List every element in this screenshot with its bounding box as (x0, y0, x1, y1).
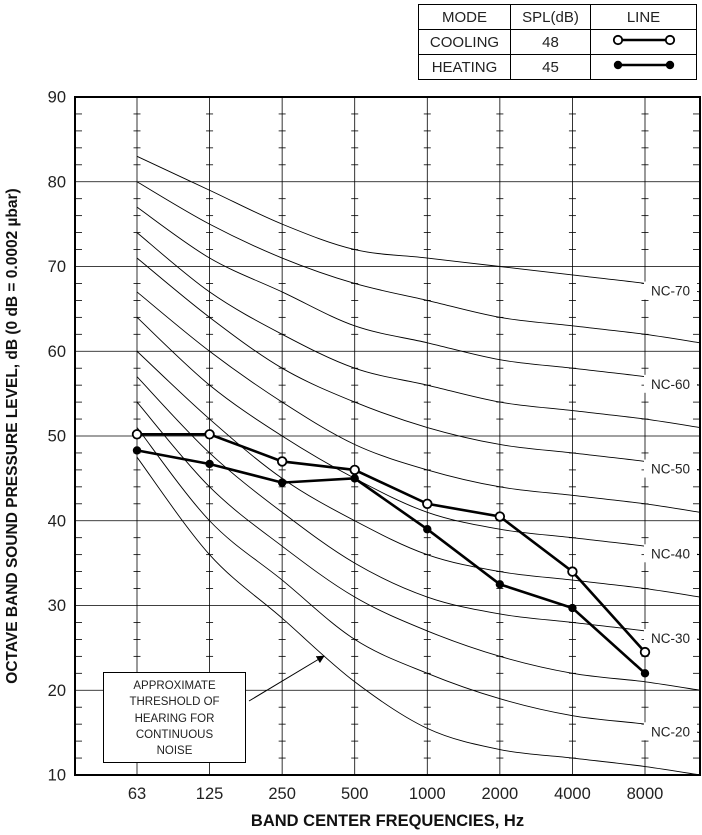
plot-border (74, 96, 701, 776)
minor-ticks (75, 113, 700, 759)
svg-text:90: 90 (48, 89, 66, 107)
x-tick-labels: 63 125 250 500 1000 2000 4000 8000 (128, 785, 664, 803)
x-axis-title: BAND CENTER FREQUENCIES, Hz (251, 812, 524, 830)
series-line-heating (136, 449, 646, 675)
nc-label-bg (644, 459, 697, 478)
nc-label-bg (644, 629, 697, 648)
nc-curve-NC-30 (136, 376, 701, 640)
legend-header-row: MODE SPL(dB) LINE (418, 4, 697, 30)
nc-curve-THRESHOLD (136, 456, 701, 776)
svg-text:20: 20 (48, 682, 66, 700)
series-markers-cooling (131, 429, 651, 658)
legend-row-heating: HEATING 45 (418, 54, 697, 80)
cooling-line-symbol (612, 34, 675, 46)
nc-curve-NC-40 (136, 317, 701, 556)
legend-heating-spl: 45 (510, 54, 591, 80)
legend-table: MODE SPL(dB) LINE COOLING 48 HEATING (418, 4, 697, 80)
nc-curve-NC-45 (136, 291, 701, 513)
svg-text:30: 30 (48, 597, 66, 615)
nc-label-bg (644, 374, 697, 393)
annotation-line: CONTINUOUS (135, 728, 214, 741)
nc-curve-NC-25 (136, 401, 701, 691)
nc-label-NC-50: NC-50 (651, 462, 690, 477)
nc-label-bg (644, 544, 697, 563)
svg-text:40: 40 (48, 512, 66, 530)
legend-cooling-line-cell (590, 29, 697, 55)
annotation-arrow (248, 655, 325, 702)
legend-cooling-mode: COOLING (418, 29, 511, 55)
svg-text:50: 50 (48, 428, 66, 446)
svg-text:80: 80 (48, 173, 66, 191)
series-line-cooling (137, 433, 646, 653)
nc-curve-NC-55 (136, 232, 701, 428)
svg-text:4000: 4000 (554, 785, 591, 803)
nc-curve-NC-20 (136, 427, 701, 734)
nc-curve-NC-35 (136, 350, 701, 598)
svg-text:250: 250 (268, 785, 296, 803)
annotation-line: HEARING FOR (134, 712, 215, 725)
legend-heating-mode: HEATING (418, 54, 511, 80)
nc-label-NC-40: NC-40 (651, 546, 690, 561)
nc-label-bg (644, 281, 697, 300)
threshold-annotation-box: APPROXIMATE THRESHOLD OF HEARING FOR CON… (103, 672, 246, 763)
legend-header-mode: MODE (418, 4, 511, 30)
svg-text:8000: 8000 (627, 785, 664, 803)
svg-text:60: 60 (48, 343, 66, 361)
nc-label-bg (644, 722, 697, 741)
svg-text:2000: 2000 (481, 785, 518, 803)
svg-text:70: 70 (48, 258, 66, 276)
nc-curve-NC-60 (136, 206, 701, 386)
heating-line-symbol (613, 60, 674, 70)
grid (75, 96, 700, 776)
nc-label-NC-60: NC-60 (651, 377, 690, 392)
y-axis-title: OCTAVE BAND SOUND PRESSURE LEVEL, dB (0 … (4, 188, 21, 683)
legend-header-line: LINE (590, 4, 697, 30)
annotation-line: APPROXIMATE (133, 680, 216, 692)
svg-text:10: 10 (48, 767, 66, 785)
legend-cooling-spl: 48 (510, 29, 591, 55)
legend-heating-line-cell (590, 54, 697, 80)
nc-label-NC-70: NC-70 (651, 284, 690, 299)
nc-curves (136, 155, 701, 776)
annotation-line: NOISE (156, 745, 193, 758)
nc-curve-NC-70 (136, 155, 701, 293)
legend-header-spl: SPL(dB) (510, 4, 591, 30)
svg-text:1000: 1000 (409, 785, 446, 803)
svg-text:125: 125 (196, 785, 224, 803)
nc-curve-NC-65 (136, 181, 701, 344)
nc-curve-NC-50 (136, 257, 701, 471)
svg-text:500: 500 (341, 785, 369, 803)
svg-text:63: 63 (128, 785, 146, 803)
annotation-line: THRESHOLD OF (129, 696, 220, 709)
y-tick-labels: 10 20 30 40 50 60 70 80 90 (48, 89, 66, 785)
nc-label-NC-30: NC-30 (651, 631, 690, 646)
legend-row-cooling: COOLING 48 (418, 29, 697, 55)
nc-label-NC-20: NC-20 (651, 724, 690, 739)
series-markers-heating (132, 446, 650, 678)
